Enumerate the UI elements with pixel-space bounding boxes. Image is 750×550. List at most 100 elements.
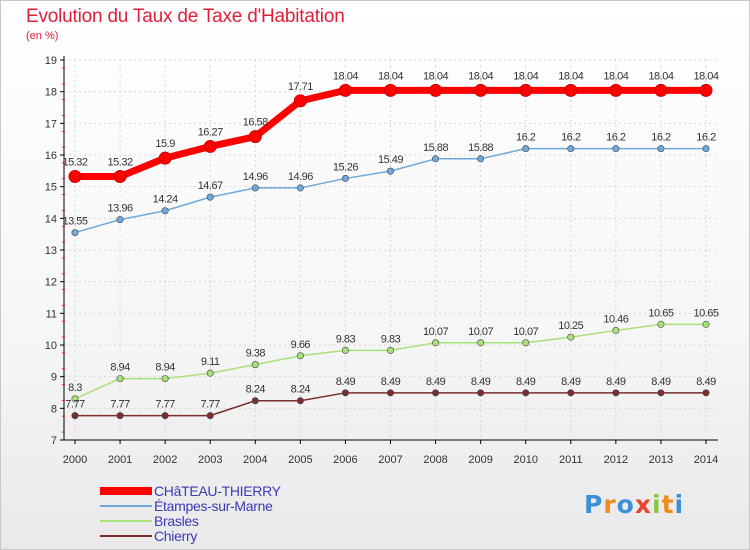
data-label: 14.67 [198, 180, 223, 192]
chart-title: Evolution du Taux de Taxe d'Habitation [26, 6, 345, 27]
data-label: 9.38 [246, 348, 266, 360]
data-point [116, 375, 124, 383]
data-point [474, 83, 488, 97]
data-point [612, 326, 620, 334]
data-point [293, 94, 307, 108]
data-point [654, 83, 668, 97]
data-point [296, 184, 304, 192]
legend-swatch [100, 520, 152, 522]
data-label: 8.24 [291, 384, 311, 396]
data-label: 9.66 [291, 339, 311, 351]
data-label: 10.07 [513, 326, 538, 338]
data-label: 16.2 [696, 132, 716, 144]
data-point [519, 83, 533, 97]
data-label: 7.77 [65, 399, 85, 411]
data-label: 7.77 [110, 399, 130, 411]
y-tick-label: 15 [45, 182, 57, 194]
data-label: 8.94 [110, 362, 130, 374]
data-point [432, 155, 440, 163]
data-label: 8.49 [471, 376, 491, 388]
data-label: 10.65 [693, 307, 718, 319]
x-tick-label: 2003 [198, 454, 222, 466]
legend-swatch [100, 535, 152, 537]
data-point [296, 352, 304, 360]
data-point [702, 320, 710, 328]
data-label: 8.49 [651, 376, 671, 388]
data-label: 15.88 [468, 142, 493, 154]
legend-swatch [100, 487, 152, 495]
data-point [158, 151, 172, 165]
y-tick-label: 19 [45, 55, 57, 67]
data-label: 16.58 [243, 117, 268, 129]
data-label: 15.88 [423, 142, 448, 154]
data-label: 18.04 [423, 70, 448, 82]
data-point [429, 83, 443, 97]
data-point [251, 184, 259, 192]
x-tick-label: 2010 [513, 454, 537, 466]
data-point [71, 395, 79, 403]
y-tick-label: 16 [45, 150, 57, 162]
data-point [567, 333, 575, 341]
data-label: 16.2 [606, 132, 626, 144]
x-tick-label: 2012 [604, 454, 628, 466]
data-label: 7.77 [155, 399, 175, 411]
data-point [567, 145, 575, 153]
data-label: 18.04 [648, 70, 673, 82]
data-point [386, 389, 394, 397]
data-label: 8.24 [246, 384, 266, 396]
legend-label: Brasles [154, 513, 199, 529]
data-label: 16.2 [651, 132, 671, 144]
proxiti-logo: Proxiti [584, 490, 685, 519]
data-point [702, 389, 710, 397]
data-point [341, 389, 349, 397]
data-label: 8.49 [381, 376, 401, 388]
data-point [522, 145, 530, 153]
data-label: 8.49 [561, 376, 581, 388]
data-point [206, 412, 214, 420]
data-label: 8.3 [68, 382, 82, 394]
data-point [116, 412, 124, 420]
data-point [341, 174, 349, 182]
data-point [161, 207, 169, 215]
y-tick-label: 9 [51, 372, 57, 384]
y-tick-label: 10 [45, 340, 57, 352]
y-tick-label: 17 [45, 118, 57, 130]
data-point [251, 361, 259, 369]
data-label: 10.46 [603, 313, 628, 325]
data-point [248, 130, 262, 144]
x-tick-label: 2001 [108, 454, 132, 466]
y-tick-label: 13 [45, 245, 57, 257]
data-label: 10.25 [558, 320, 583, 332]
data-point [477, 339, 485, 347]
data-label: 15.49 [378, 154, 403, 166]
data-label: 9.83 [381, 333, 401, 345]
data-point [251, 397, 259, 405]
legend-label: CHâTEAU-THIERRY [154, 483, 281, 499]
data-point [386, 346, 394, 354]
y-tick-label: 7 [51, 435, 57, 447]
data-point [71, 412, 79, 420]
data-point [113, 170, 127, 184]
data-label: 18.04 [603, 70, 628, 82]
data-point [161, 375, 169, 383]
data-point [296, 397, 304, 405]
data-point [384, 83, 397, 97]
x-tick-label: 2006 [333, 454, 357, 466]
data-point [206, 369, 214, 377]
data-point [161, 412, 169, 420]
data-label: 13.55 [62, 216, 87, 228]
data-label: 8.49 [606, 376, 626, 388]
data-label: 15.26 [333, 161, 358, 173]
x-tick-label: 2013 [649, 454, 673, 466]
data-label: 13.96 [108, 203, 133, 215]
data-point [699, 83, 713, 97]
data-label: 8.49 [426, 376, 446, 388]
data-label: 7.77 [201, 399, 221, 411]
data-point [341, 346, 349, 354]
legend-swatch [100, 505, 152, 507]
data-label: 15.32 [108, 157, 133, 169]
data-point [116, 216, 124, 224]
data-label: 14.24 [153, 194, 178, 206]
x-tick-label: 2005 [288, 454, 312, 466]
